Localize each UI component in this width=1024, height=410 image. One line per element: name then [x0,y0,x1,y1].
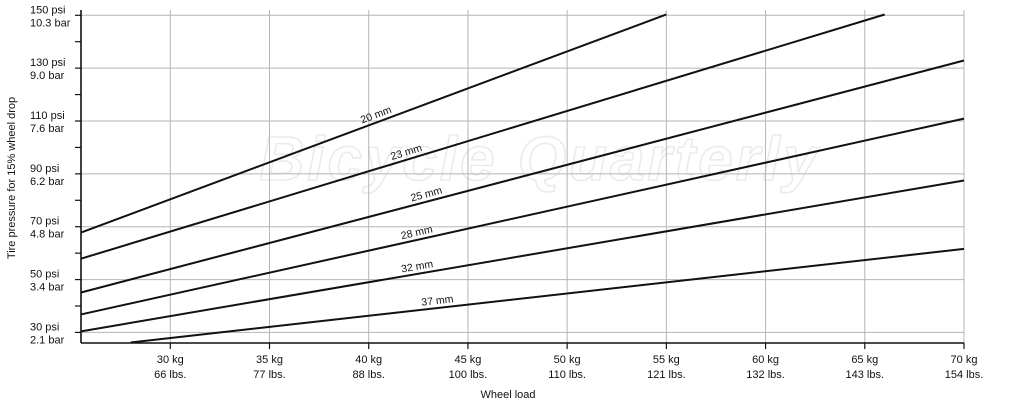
y-tick-label-psi: 110 psi [30,110,65,122]
x-tick-label-lbs: 143 lbs. [846,369,885,381]
series-line [130,247,965,344]
x-tick-label-kg: 40 kg [355,354,382,366]
series-line [80,59,965,294]
y-tick-label-psi: 50 psi [30,269,59,281]
x-tick-label-kg: 55 kg [653,354,680,366]
x-axis-title: Wheel load [480,389,535,401]
x-tick-label-lbs: 88 lbs. [353,369,385,381]
y-tick-label-psi: 70 psi [30,216,59,228]
x-tick-label-lbs: 154 lbs. [945,369,984,381]
x-tick-label-lbs: 110 lbs. [548,369,586,381]
watermark-text: Bicycle Quarterly [259,125,821,194]
series-line [80,13,885,260]
y-tick-label-bar: 2.1 bar [30,334,65,346]
y-tick-label-psi: 150 psi [30,4,65,16]
y-tick-label-bar: 4.8 bar [30,229,65,241]
y-tick-label-bar: 10.3 bar [30,17,71,29]
x-tick-label-kg: 60 kg [752,354,779,366]
x-tick-label-kg: 70 kg [951,354,978,366]
y-tick-label-bar: 9.0 bar [30,70,65,82]
series-label: 32 mm [400,258,434,275]
y-tick-label-bar: 6.2 bar [30,176,65,188]
series-label: 37 mm [421,293,454,309]
y-axis-title: Tire pressure for 15% wheel drop [6,97,18,259]
x-tick-label-kg: 50 kg [554,354,581,366]
axes [75,10,965,349]
y-tick-label-psi: 90 psi [30,163,59,175]
x-tick-label-lbs: 100 lbs. [449,369,488,381]
x-tick-label-lbs: 132 lbs. [746,369,785,381]
y-tick-label-psi: 130 psi [30,57,65,69]
y-tick-label-psi: 30 psi [30,321,59,333]
x-tick-label-kg: 45 kg [454,354,481,366]
x-tick-label-kg: 65 kg [851,354,878,366]
y-tick-label-bar: 7.6 bar [30,123,65,135]
x-tick-label-kg: 35 kg [256,354,283,366]
y-tick-label-bar: 3.4 bar [30,282,65,294]
series-line [80,117,965,316]
series-line [80,179,965,333]
x-tick-label-lbs: 66 lbs. [154,369,186,381]
tick-labels: 30 kg 66 lbs. 35 kg 77 lbs. 40 kg 88 lbs. 45 k… [30,4,983,381]
x-tick-label-lbs: 121 lbs. [647,369,686,381]
x-tick-label-kg: 30 kg [157,354,184,366]
x-tick-label-lbs: 77 lbs. [253,369,285,381]
series-line [80,13,667,234]
